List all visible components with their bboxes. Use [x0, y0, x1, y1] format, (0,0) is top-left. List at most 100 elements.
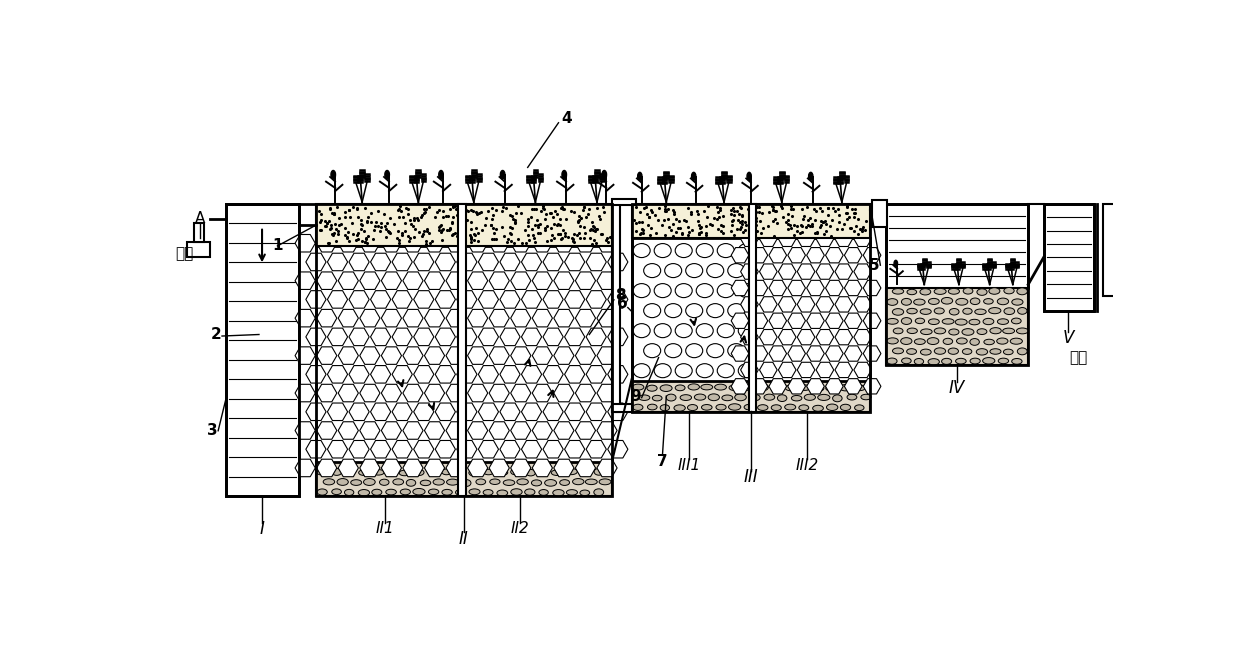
Point — [724, 206, 744, 216]
Point — [404, 232, 424, 243]
Point — [797, 202, 817, 212]
Point — [625, 215, 645, 226]
Point — [528, 219, 548, 230]
Point — [764, 205, 784, 216]
Ellipse shape — [539, 490, 548, 495]
Point — [723, 214, 743, 225]
Point — [541, 222, 560, 233]
Point — [712, 220, 732, 230]
Point — [450, 204, 470, 214]
Point — [505, 217, 525, 228]
Point — [816, 226, 836, 237]
Ellipse shape — [729, 385, 740, 391]
Point — [419, 202, 439, 212]
Point — [353, 226, 373, 237]
Ellipse shape — [771, 405, 781, 411]
Ellipse shape — [983, 318, 993, 325]
Point — [701, 218, 720, 229]
Ellipse shape — [893, 309, 904, 315]
Point — [836, 207, 856, 218]
Point — [352, 220, 372, 230]
Ellipse shape — [805, 394, 816, 401]
Ellipse shape — [854, 405, 864, 411]
Point — [655, 200, 675, 211]
Point — [658, 214, 678, 224]
Ellipse shape — [893, 328, 903, 334]
Point — [525, 232, 544, 243]
Point — [325, 208, 345, 219]
Point — [806, 206, 826, 216]
Ellipse shape — [914, 339, 925, 344]
Ellipse shape — [914, 299, 925, 305]
Point — [750, 227, 770, 238]
Bar — [631, 204, 870, 411]
Ellipse shape — [729, 404, 740, 410]
Ellipse shape — [929, 319, 939, 324]
Ellipse shape — [934, 328, 946, 334]
Point — [580, 225, 600, 236]
Point — [392, 229, 412, 240]
Ellipse shape — [384, 170, 389, 179]
Ellipse shape — [1017, 288, 1028, 295]
Point — [456, 205, 476, 216]
Point — [749, 206, 769, 217]
Point — [335, 207, 355, 218]
Point — [753, 208, 773, 218]
Point — [351, 224, 371, 234]
Ellipse shape — [655, 283, 671, 297]
Point — [687, 205, 707, 216]
Point — [813, 217, 833, 228]
Point — [670, 216, 689, 226]
Point — [505, 238, 525, 249]
Point — [833, 218, 853, 229]
Point — [746, 220, 766, 230]
Ellipse shape — [469, 489, 480, 494]
Point — [408, 214, 428, 225]
Point — [782, 204, 802, 214]
Point — [681, 209, 701, 220]
Point — [787, 220, 807, 231]
Point — [401, 218, 420, 229]
Point — [531, 206, 551, 216]
Ellipse shape — [501, 170, 505, 179]
Point — [405, 224, 425, 234]
Point — [598, 237, 618, 247]
Ellipse shape — [988, 287, 999, 294]
Bar — [316, 204, 613, 246]
Point — [641, 205, 661, 216]
Ellipse shape — [717, 324, 734, 338]
Point — [574, 221, 594, 232]
Ellipse shape — [428, 470, 439, 475]
Point — [438, 224, 458, 235]
Ellipse shape — [962, 329, 973, 335]
Ellipse shape — [717, 364, 734, 378]
Point — [630, 216, 650, 227]
Point — [371, 218, 391, 228]
Point — [582, 239, 601, 249]
Point — [563, 236, 583, 247]
Point — [562, 232, 582, 243]
Point — [738, 204, 758, 214]
Point — [750, 215, 770, 226]
Ellipse shape — [707, 344, 724, 358]
Point — [498, 233, 518, 244]
Point — [368, 220, 388, 231]
Point — [366, 221, 386, 232]
Point — [379, 226, 399, 237]
Point — [379, 226, 399, 237]
Point — [727, 206, 746, 216]
Point — [331, 219, 351, 230]
Point — [781, 223, 801, 234]
Ellipse shape — [420, 480, 430, 486]
Point — [348, 228, 368, 239]
Point — [548, 218, 568, 229]
Point — [746, 206, 766, 217]
Point — [749, 202, 769, 213]
Point — [779, 215, 799, 226]
Point — [544, 219, 564, 230]
Point — [424, 212, 444, 222]
Point — [729, 202, 749, 212]
Point — [742, 212, 761, 222]
Point — [339, 226, 358, 237]
Point — [637, 208, 657, 219]
